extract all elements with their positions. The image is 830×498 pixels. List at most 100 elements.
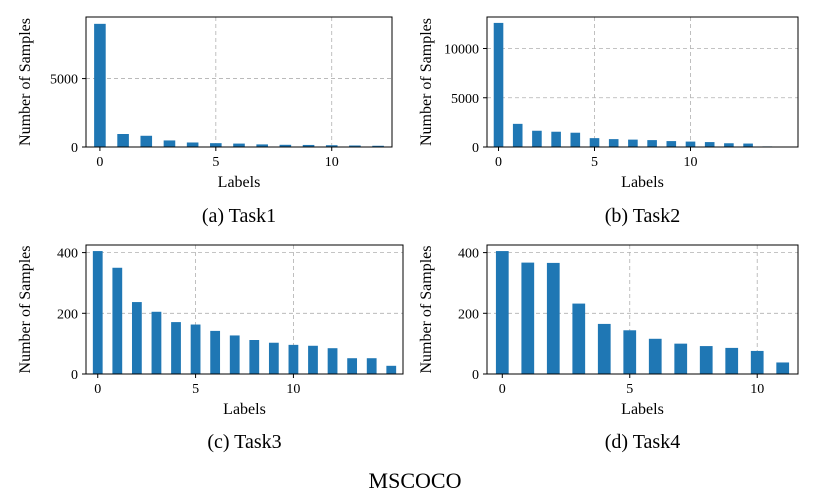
panel-caption: (b) Task2: [605, 205, 680, 227]
x-tick-label-5: 5: [192, 382, 199, 397]
bar-label-3: [151, 311, 162, 374]
figure-title: MSCOCO: [369, 468, 462, 493]
bar-label-7: [256, 144, 268, 147]
y-tick-label-0: 0: [71, 368, 78, 383]
chart-panel-2: 0 5 10 0 5000 10000 Labels Number of Samples (b)…: [418, 16, 799, 227]
bar-label-13: [347, 358, 358, 374]
bar-label-8: [699, 346, 713, 374]
chart-panel-3: 0 5 10 0 200 400 Labels Number of Samples (c) Ta…: [17, 244, 404, 453]
bar-label-6: [608, 139, 619, 147]
x-tick-label-0: 0: [96, 155, 103, 170]
bar-label-9: [725, 347, 739, 374]
y-tick-label-0: 0: [472, 368, 479, 383]
bar-label-1: [521, 262, 535, 374]
bar-label-11: [776, 362, 790, 374]
bar-label-14: [366, 358, 377, 374]
y-tick-label-5000: 5000: [50, 73, 78, 88]
bar-label-3: [551, 131, 561, 147]
x-tick-label-0: 0: [499, 382, 506, 397]
bar-label-0: [92, 251, 103, 374]
bar-label-12: [327, 348, 338, 374]
axes-frame: [486, 244, 799, 375]
chart-panel-4: 0 5 10 0 200 400 Labels Number of Samples (d) Ta…: [418, 244, 799, 453]
x-tick-label-5: 5: [591, 155, 598, 170]
bar-label-0: [495, 251, 509, 374]
y-axis-label: Number of Samples: [17, 18, 34, 146]
bar-label-4: [186, 142, 199, 147]
bar-label-5: [190, 324, 201, 374]
y-tick-label-5000: 5000: [451, 92, 479, 107]
y-tick-label-0: 0: [472, 141, 479, 156]
panel-caption: (d) Task4: [605, 431, 680, 453]
y-axis-label: Number of Samples: [17, 246, 34, 374]
axes-frame: [85, 16, 393, 148]
y-tick-label-400: 400: [458, 247, 479, 262]
axes-frame: [486, 16, 799, 148]
bar-label-0: [493, 22, 504, 148]
y-axis-label: Number of Samples: [418, 18, 435, 146]
bar-label-10: [288, 344, 299, 374]
bar-label-6: [648, 338, 662, 374]
x-tick-label-10: 10: [750, 382, 764, 397]
bar-label-5: [623, 330, 637, 374]
bar-label-6: [233, 143, 245, 147]
x-tick-label-10: 10: [683, 155, 697, 170]
bar-label-8: [647, 140, 657, 147]
chart-panel-1: 0 5 10 0 5000 Labels Number of Samples (a) Task…: [17, 16, 393, 227]
bar-label-7: [628, 139, 638, 147]
bar-label-9: [268, 342, 279, 374]
bar-label-7: [674, 343, 688, 374]
bar-label-4: [597, 323, 611, 374]
x-tick-label-0: 0: [495, 155, 502, 170]
y-tick-label-10000: 10000: [444, 43, 479, 58]
bar-label-3: [572, 303, 586, 374]
bar-label-9: [666, 141, 677, 147]
bar-label-2: [140, 135, 153, 147]
bar-label-5: [589, 138, 600, 147]
bar-label-9: [302, 144, 315, 147]
bar-label-7: [229, 335, 240, 374]
bar-label-1: [512, 123, 523, 147]
bar-label-10: [685, 141, 696, 147]
y-tick-label-400: 400: [57, 247, 78, 262]
bar-label-11: [308, 345, 318, 374]
x-tick-label-0: 0: [94, 382, 101, 397]
bar-label-2: [532, 130, 542, 147]
x-tick-label-5: 5: [626, 382, 633, 397]
bar-label-5: [210, 143, 222, 147]
x-tick-label-10: 10: [286, 382, 300, 397]
bar-label-13: [743, 143, 753, 147]
bar-label-4: [171, 322, 181, 374]
bar-label-15: [386, 365, 397, 374]
panel-caption: (a) Task1: [202, 205, 276, 227]
bar-label-2: [546, 262, 560, 374]
y-tick-label-200: 200: [57, 307, 78, 322]
bar-label-0: [94, 23, 106, 148]
x-axis-label: Labels: [223, 401, 266, 418]
y-tick-label-0: 0: [71, 141, 78, 156]
bar-label-1: [112, 267, 123, 374]
x-axis-label: Labels: [621, 174, 664, 191]
bar-label-4: [570, 132, 581, 147]
bar-label-12: [372, 145, 384, 147]
y-tick-label-200: 200: [458, 307, 479, 322]
x-tick-label-10: 10: [325, 155, 339, 170]
x-axis-label: Labels: [218, 174, 261, 191]
bar-label-8: [249, 340, 260, 374]
bar-label-8: [279, 144, 292, 147]
bar-label-3: [163, 140, 176, 147]
axes-frame: [85, 244, 404, 375]
x-tick-label-5: 5: [212, 155, 219, 170]
bar-label-2: [131, 302, 142, 374]
bar-label-10: [325, 145, 338, 147]
bar-label-6: [210, 330, 221, 374]
bar-label-1: [117, 134, 129, 147]
bar-label-11: [704, 142, 715, 147]
y-axis-label: Number of Samples: [418, 246, 435, 374]
bar-label-10: [750, 350, 764, 374]
x-axis-label: Labels: [621, 401, 664, 418]
panel-caption: (c) Task3: [207, 431, 281, 453]
bar-label-12: [724, 143, 734, 147]
